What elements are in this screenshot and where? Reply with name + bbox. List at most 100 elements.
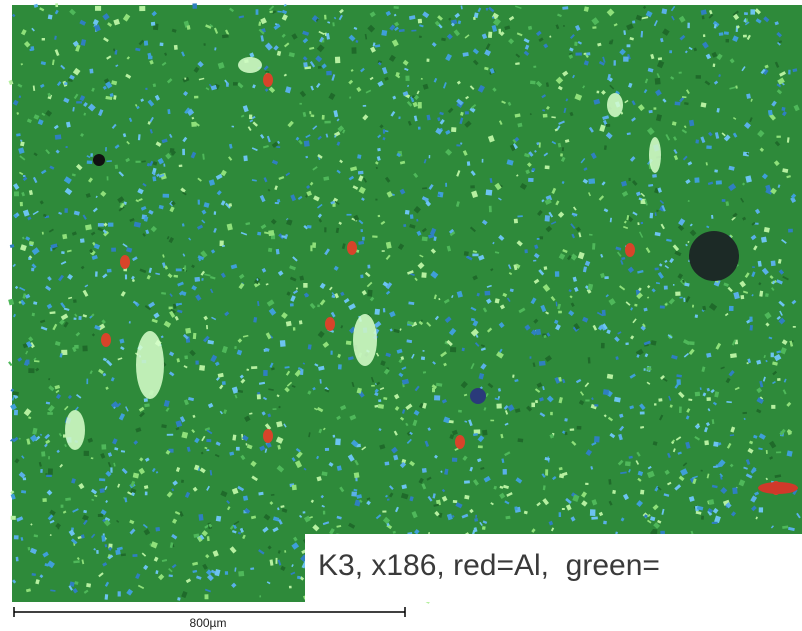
speckle	[297, 576, 301, 579]
speckle	[90, 153, 93, 157]
speckle	[181, 480, 184, 483]
speckle	[532, 168, 536, 171]
speckle	[669, 50, 672, 53]
speckle	[475, 515, 477, 518]
speckle	[205, 594, 209, 599]
speckle	[45, 473, 47, 475]
speckle	[324, 121, 330, 124]
speckle	[592, 243, 595, 250]
speckle	[394, 6, 399, 9]
speckle	[203, 43, 205, 46]
speckle	[641, 222, 643, 224]
speckle	[293, 327, 296, 330]
speckle	[74, 318, 77, 320]
speckle	[608, 479, 611, 485]
speckle	[28, 368, 34, 373]
speckle	[292, 485, 297, 491]
speckle	[367, 290, 372, 297]
speckle	[107, 176, 109, 180]
speckle	[303, 511, 306, 513]
speckle	[612, 490, 616, 494]
speckle	[136, 161, 141, 163]
speckle	[317, 305, 320, 308]
speckle	[555, 271, 559, 276]
speckle	[514, 219, 518, 224]
speckle	[354, 472, 360, 478]
speckle	[590, 509, 596, 516]
speckle	[706, 145, 712, 149]
speckle	[539, 361, 546, 366]
speckle	[107, 269, 112, 273]
speckle	[586, 52, 590, 55]
speckle	[601, 343, 605, 349]
speckle	[625, 342, 628, 345]
speckle	[485, 291, 491, 296]
speckle	[174, 45, 178, 50]
speckle	[458, 410, 462, 413]
speckle	[64, 208, 67, 213]
speckle	[357, 154, 361, 159]
red-particle	[263, 429, 273, 443]
speckle	[625, 461, 631, 466]
speckle	[486, 189, 493, 195]
speckle	[265, 71, 269, 73]
speckle	[517, 215, 522, 217]
speckle	[434, 395, 440, 400]
speckle	[98, 514, 103, 517]
speckle	[14, 410, 18, 415]
speckle	[167, 109, 170, 114]
speckle	[303, 283, 307, 288]
speckle	[726, 39, 729, 42]
speckle	[482, 430, 488, 436]
speckle	[184, 355, 188, 359]
speckle	[207, 536, 210, 541]
speckle	[604, 276, 608, 279]
speckle	[132, 554, 137, 557]
speckle	[225, 571, 228, 575]
speckle	[742, 412, 747, 414]
speckle	[98, 223, 104, 227]
speckle	[89, 69, 93, 74]
speckle	[11, 516, 16, 520]
speckle	[761, 237, 767, 243]
speckle	[771, 261, 776, 267]
bright-particle	[238, 57, 262, 73]
speckle	[422, 468, 427, 473]
red-particle	[758, 482, 798, 494]
speckle	[360, 275, 363, 279]
speckle	[290, 303, 294, 306]
speckle	[689, 120, 694, 126]
speckle	[115, 165, 118, 169]
speckle	[84, 451, 89, 456]
speckle	[61, 251, 65, 254]
speckle	[570, 428, 575, 431]
speckle	[289, 586, 292, 589]
speckle	[429, 155, 431, 158]
speckle	[695, 392, 700, 397]
speckle	[99, 488, 104, 493]
speckle	[539, 236, 543, 239]
speckle	[325, 448, 329, 451]
speckle	[764, 227, 770, 233]
speckle	[623, 57, 628, 62]
speckle	[749, 317, 752, 322]
speckle	[346, 341, 352, 345]
speckle	[184, 265, 186, 271]
speckle	[451, 127, 456, 132]
speckle	[182, 149, 185, 155]
speckle	[634, 304, 637, 307]
speckle	[65, 146, 67, 148]
speckle	[324, 15, 327, 20]
speckle	[333, 435, 336, 438]
speckle	[545, 215, 550, 221]
speckle	[30, 46, 34, 50]
speckle	[331, 351, 333, 355]
speckle	[558, 311, 562, 314]
speckle	[537, 238, 540, 240]
speckle	[198, 200, 200, 205]
speckle	[309, 111, 311, 114]
speckle	[574, 42, 577, 46]
speckle	[654, 107, 657, 109]
speckle	[382, 250, 385, 252]
speckle	[421, 78, 423, 80]
